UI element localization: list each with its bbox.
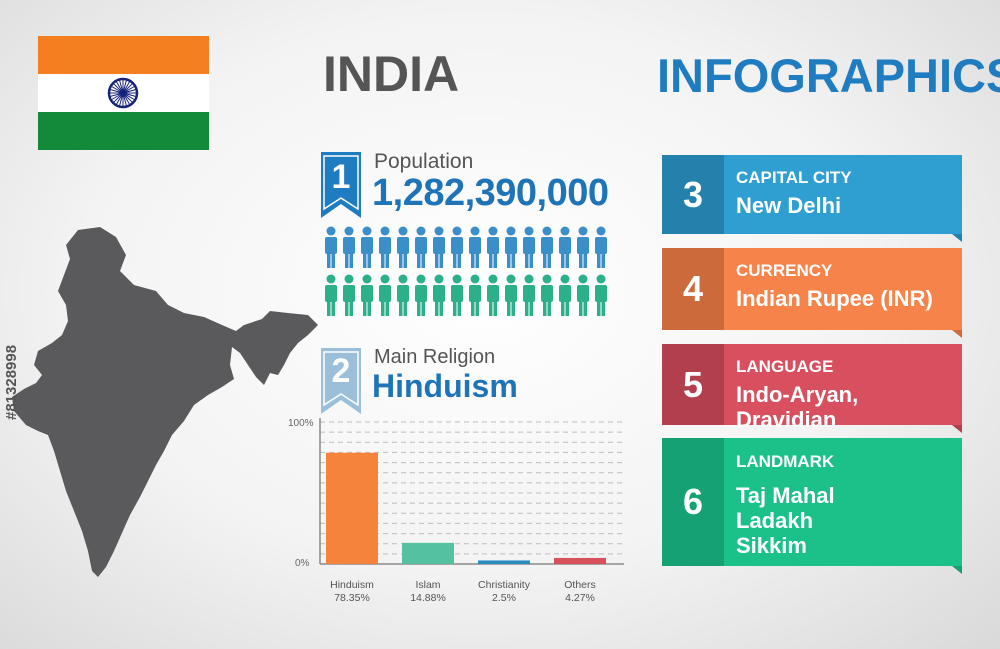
religion-value: Hinduism bbox=[372, 368, 518, 404]
x-tick-label: Hinduism bbox=[330, 579, 374, 591]
person-icon bbox=[559, 226, 571, 268]
panel-value-line: Indo-Aryan, Dravidian bbox=[736, 382, 859, 432]
bar-christianity bbox=[478, 560, 530, 564]
panel-number: 6 bbox=[662, 438, 724, 566]
population-number: 1 bbox=[331, 158, 351, 196]
bar-islam bbox=[402, 542, 454, 564]
person-icon bbox=[397, 226, 409, 268]
panel-caption: CAPITAL CITY bbox=[736, 168, 852, 187]
person-icon bbox=[577, 226, 589, 268]
religion-label: Main Religion bbox=[374, 346, 496, 368]
person-icon bbox=[595, 226, 607, 268]
person-icon bbox=[487, 274, 499, 316]
person-icon bbox=[379, 274, 391, 316]
panel-fold bbox=[952, 425, 962, 433]
person-icon bbox=[343, 274, 355, 316]
ashoka-chakra-icon bbox=[107, 77, 139, 109]
data-label: 4.27% bbox=[565, 592, 595, 604]
person-icon bbox=[595, 274, 607, 316]
panel-value: Indo-Aryan, Dravidian bbox=[736, 382, 962, 432]
flag-green-band bbox=[38, 112, 209, 150]
panel-number: 3 bbox=[662, 155, 724, 234]
panel-value-line: New Delhi bbox=[736, 193, 842, 218]
infographics-title: INFOGRAPHICS bbox=[657, 49, 1000, 102]
flag-saffron-band bbox=[38, 36, 209, 74]
person-icon bbox=[361, 274, 373, 316]
person-icon bbox=[505, 274, 517, 316]
x-tick-label: Islam bbox=[415, 579, 440, 591]
panel-value-line: Ladakh bbox=[736, 508, 814, 533]
data-label: 14.88% bbox=[410, 592, 446, 604]
person-icon bbox=[559, 274, 571, 316]
panel-fold bbox=[952, 234, 962, 242]
panel-value-line: Sikkim bbox=[736, 533, 807, 558]
bar-others bbox=[554, 557, 606, 564]
country-title: INDIA bbox=[323, 46, 460, 102]
person-icon bbox=[433, 274, 445, 316]
panel-body: CAPITAL CITY New Delhi bbox=[724, 155, 962, 234]
india-flag bbox=[38, 36, 209, 150]
india-map-icon bbox=[12, 227, 318, 577]
panel-value-line: Taj Mahal bbox=[736, 483, 835, 508]
flag-white-band bbox=[38, 74, 209, 112]
person-icon bbox=[469, 274, 481, 316]
person-icon bbox=[397, 274, 409, 316]
person-icon bbox=[487, 226, 499, 268]
person-icon bbox=[505, 226, 517, 268]
panel-body: CURRENCY Indian Rupee (INR) bbox=[724, 248, 962, 330]
person-icon bbox=[469, 226, 481, 268]
person-icon bbox=[523, 274, 535, 316]
ribbon-icon bbox=[321, 348, 361, 414]
religion-number: 2 bbox=[331, 352, 351, 390]
panel-value-line: Indian Rupee (INR) bbox=[736, 286, 933, 311]
panel-currency: 4 CURRENCY Indian Rupee (INR) bbox=[662, 248, 962, 338]
bar-hinduism bbox=[326, 452, 378, 564]
population-label: Population bbox=[374, 150, 474, 173]
person-icon bbox=[433, 226, 445, 268]
data-label: 2.5% bbox=[492, 592, 516, 604]
y-tick-label: 0% bbox=[295, 558, 310, 569]
panel-value: New Delhi bbox=[736, 193, 841, 218]
person-icon bbox=[577, 274, 589, 316]
panel-body: LANGUAGE Indo-Aryan, Dravidian bbox=[724, 344, 962, 432]
panel-caption: LANGUAGE bbox=[736, 357, 834, 376]
person-icon bbox=[379, 226, 391, 268]
panel-caption: LANDMARK bbox=[736, 452, 835, 471]
panel-body: LANDMARK Taj Mahal Ladakh Sikkim bbox=[724, 438, 962, 566]
panel-caption: CURRENCY bbox=[736, 261, 833, 280]
person-icon bbox=[451, 274, 463, 316]
panel-number: 5 bbox=[662, 344, 724, 425]
person-icon bbox=[343, 226, 355, 268]
person-icon bbox=[541, 226, 553, 268]
panel-language: 5 LANGUAGE Indo-Aryan, Dravidian bbox=[662, 344, 962, 433]
person-icon bbox=[523, 226, 535, 268]
stock-id-text: #81328998 bbox=[3, 344, 20, 420]
y-tick-label: 100% bbox=[288, 418, 314, 429]
panel-fold bbox=[952, 566, 962, 574]
person-icon bbox=[415, 226, 427, 268]
person-icon bbox=[325, 226, 337, 268]
panel-value: Indian Rupee (INR) bbox=[736, 286, 933, 311]
person-icon bbox=[361, 226, 373, 268]
panel-number: 4 bbox=[662, 248, 724, 330]
person-icon bbox=[541, 274, 553, 316]
ribbon-icon bbox=[321, 152, 361, 218]
data-label: 78.35% bbox=[334, 592, 370, 604]
x-tick-label: Others bbox=[564, 579, 596, 591]
panel-landmark: 6 LANDMARK Taj Mahal Ladakh Sikkim bbox=[662, 438, 962, 574]
person-icon bbox=[415, 274, 427, 316]
panel-fold bbox=[952, 330, 962, 338]
x-tick-label: Christianity bbox=[478, 579, 531, 591]
panel-capital-city: 3 CAPITAL CITY New Delhi bbox=[662, 155, 962, 242]
person-icon bbox=[451, 226, 463, 268]
people-pictogram bbox=[325, 226, 607, 316]
population-value: 1,282,390,000 bbox=[372, 172, 609, 214]
panel-value: Taj Mahal Ladakh Sikkim bbox=[736, 483, 835, 558]
person-icon bbox=[325, 274, 337, 316]
